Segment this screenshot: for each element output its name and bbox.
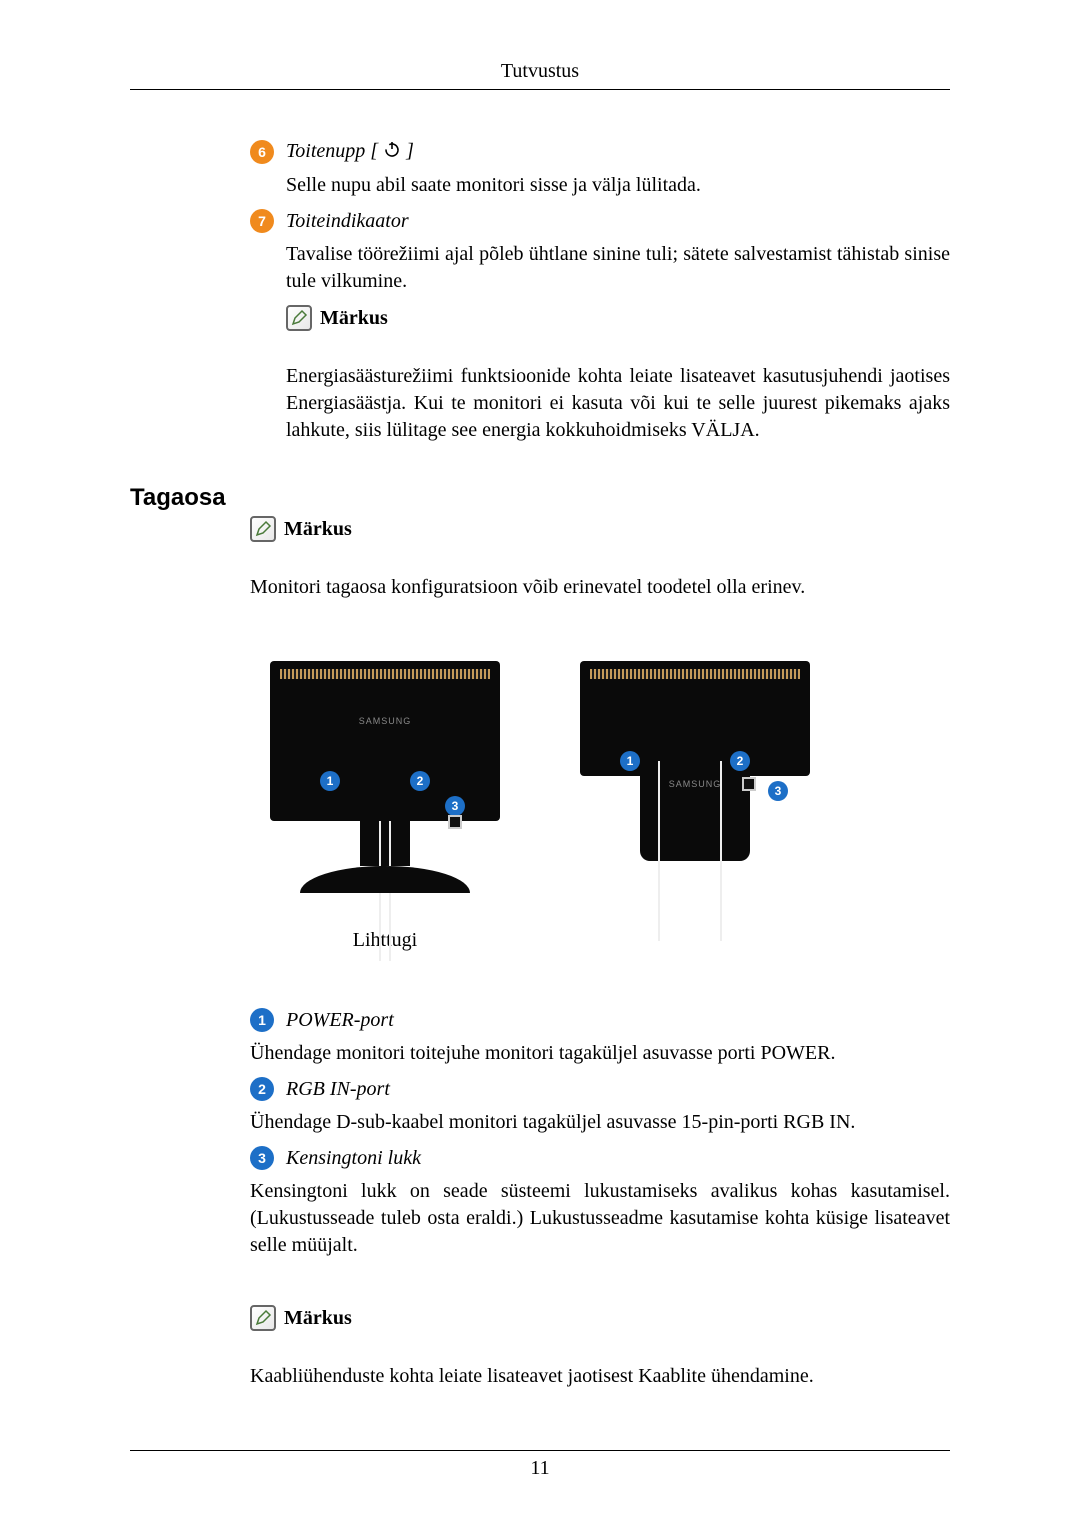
final-note-body: Kaabliühenduste kohta leiate lisateavet … xyxy=(250,1363,950,1390)
port-3-row: 3 Kensingtoni lukk xyxy=(250,1146,950,1170)
figure-1-caption: Lihttugi xyxy=(260,929,510,952)
section-intro: Märkus xyxy=(250,516,950,542)
upper-content: 6 Toitenupp [ ] Selle nupu abil saate mo… xyxy=(250,140,950,444)
header-rule xyxy=(130,89,950,90)
running-header: Tutvustus xyxy=(130,60,950,83)
port-1-title: POWER-port xyxy=(286,1009,394,1032)
pencil-icon xyxy=(250,1305,276,1331)
marker-3-icon: 3 xyxy=(445,796,465,816)
port-2-body: Ühendage D-sub-kaabel monitori tagakülje… xyxy=(250,1109,950,1136)
marker-2-icon: 2 xyxy=(410,771,430,791)
bullet-p3-icon: 3 xyxy=(250,1146,274,1170)
item-6-body: Selle nupu abil saate monitori sisse ja … xyxy=(286,172,950,199)
port-2-row: 2 RGB IN-port xyxy=(250,1077,950,1101)
power-icon xyxy=(383,140,401,164)
figures-row: SAMSUNG 1 2 3 Lihttugi 1 xyxy=(130,661,950,952)
port-2-title: RGB IN-port xyxy=(286,1078,390,1101)
note-1-body: Energiasäästurežiimi funktsioonide kohta… xyxy=(286,363,950,444)
note-3-label: Märkus xyxy=(284,1307,352,1330)
brand-label-2: SAMSUNG xyxy=(669,779,722,789)
note-3-header: Märkus xyxy=(250,1305,950,1331)
brand-label: SAMSUNG xyxy=(359,716,412,726)
note-2-label: Märkus xyxy=(284,518,352,541)
bullet-6-number: 6 xyxy=(258,144,266,160)
item-6-row: 6 Toitenupp [ ] xyxy=(250,140,950,164)
item-7-row: 7 Toiteindikaator xyxy=(250,209,950,233)
monitor-back-2: 1 2 3 xyxy=(580,661,810,776)
note-1-label: Märkus xyxy=(320,307,388,330)
item-7-title: Toiteindikaator xyxy=(286,210,409,233)
bullet-p1-icon: 1 xyxy=(250,1008,274,1032)
marker-3b-icon: 3 xyxy=(768,781,788,801)
note-2-header: Märkus xyxy=(250,516,950,542)
note-1-header: Märkus xyxy=(286,305,950,331)
marker-2b-icon: 2 xyxy=(730,751,750,771)
bullet-7-icon: 7 xyxy=(250,209,274,233)
port-1-body: Ühendage monitori toitejuhe monitori tag… xyxy=(250,1040,950,1067)
marker-1-icon: 1 xyxy=(320,771,340,791)
item-7-body: Tavalise töörežiimi ajal põleb ühtlane s… xyxy=(286,241,950,295)
bullet-6-icon: 6 xyxy=(250,140,274,164)
figure-2: 1 2 3 SAMSUNG xyxy=(570,661,820,952)
item-6-title: Toitenupp [ ] xyxy=(286,140,414,164)
bullet-p2-icon: 2 xyxy=(250,1077,274,1101)
section-note-body: Monitori tagaosa konfiguratsioon võib er… xyxy=(250,574,950,601)
final-note-block: Märkus xyxy=(250,1305,950,1331)
page-number: 11 xyxy=(130,1457,950,1480)
monitor-back-1: SAMSUNG 1 2 3 xyxy=(270,661,500,821)
page: Tutvustus 6 Toitenupp [ ] Selle nupu abi… xyxy=(0,0,1080,1520)
pencil-icon xyxy=(250,516,276,542)
pencil-icon xyxy=(286,305,312,331)
port-3-title: Kensingtoni lukk xyxy=(286,1147,421,1170)
ports-block: 1 POWER-port Ühendage monitori toitejuhe… xyxy=(250,1008,950,1259)
marker-1b-icon: 1 xyxy=(620,751,640,771)
bullet-7-number: 7 xyxy=(258,213,266,229)
section-title: Tagaosa xyxy=(130,484,950,512)
footer-rule xyxy=(130,1450,950,1451)
port-3-body: Kensingtoni lukk on seade süsteemi lukus… xyxy=(250,1178,950,1259)
port-1-row: 1 POWER-port xyxy=(250,1008,950,1032)
figure-1: SAMSUNG 1 2 3 Lihttugi xyxy=(260,661,510,952)
